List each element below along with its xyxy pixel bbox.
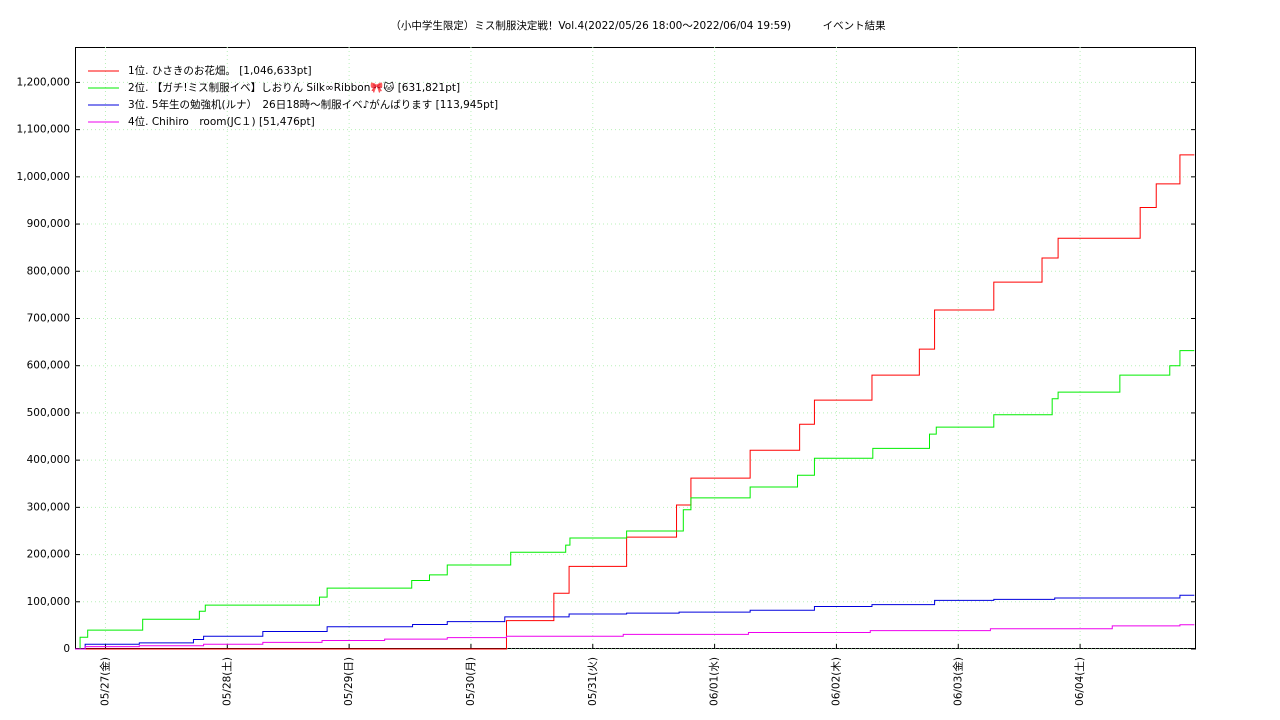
y-tick-label: 1,000,000 [17,171,70,183]
x-tick-label: 06/03(金) [951,657,964,706]
y-tick-label: 400,000 [27,454,70,466]
y-tick-label: 800,000 [27,265,70,277]
legend-label: 1位. ひさきのお花畑。 [1,046,633pt] [128,64,312,77]
y-tick-label: 500,000 [27,407,70,419]
plot-frame [75,47,1196,649]
series-line [75,624,1195,650]
legend-label: 4位. Chihiro room(JC１) [51,476pt] [128,115,315,128]
y-tick-label: 200,000 [27,549,70,561]
series-line [75,154,1195,650]
x-tick-label: 06/04(土) [1073,657,1086,706]
x-tick-label: 05/31(火) [587,657,599,706]
y-tick-label: 300,000 [27,501,70,513]
x-tick-label: 05/30(月) [465,657,477,706]
y-tick-label: 1,200,000 [17,76,70,88]
series-line [75,350,1195,650]
x-tick-label: 06/02(木) [830,657,842,706]
x-tick-label: 05/28(土) [220,657,233,706]
chart-title: （小中学生限定）ミス制服決定戦！Vol.4(2022/05/26 18:00～2… [390,19,886,32]
x-tick-label: 06/01(水) [709,657,721,706]
y-tick-label: 600,000 [27,360,70,372]
y-tick-label: 700,000 [27,312,70,324]
x-tick-label: 05/29(日) [343,657,355,706]
y-tick-label: 900,000 [27,218,70,230]
y-tick-label: 1,100,000 [17,124,70,136]
y-tick-label: 100,000 [27,596,70,608]
y-tick-label: 0 [63,643,70,655]
series-line [75,594,1195,650]
legend-label: 2位. 【ガチ!ミス制服イベ】しおりん Silk∞Ribbon🎀🐱 [631,8… [128,81,460,94]
x-tick-label: 05/27(金) [98,657,111,706]
legend-label: 3位. 5年生の勉強机(ルナ） 26日18時〜制服イベ♪がんばります [113,… [128,98,498,111]
